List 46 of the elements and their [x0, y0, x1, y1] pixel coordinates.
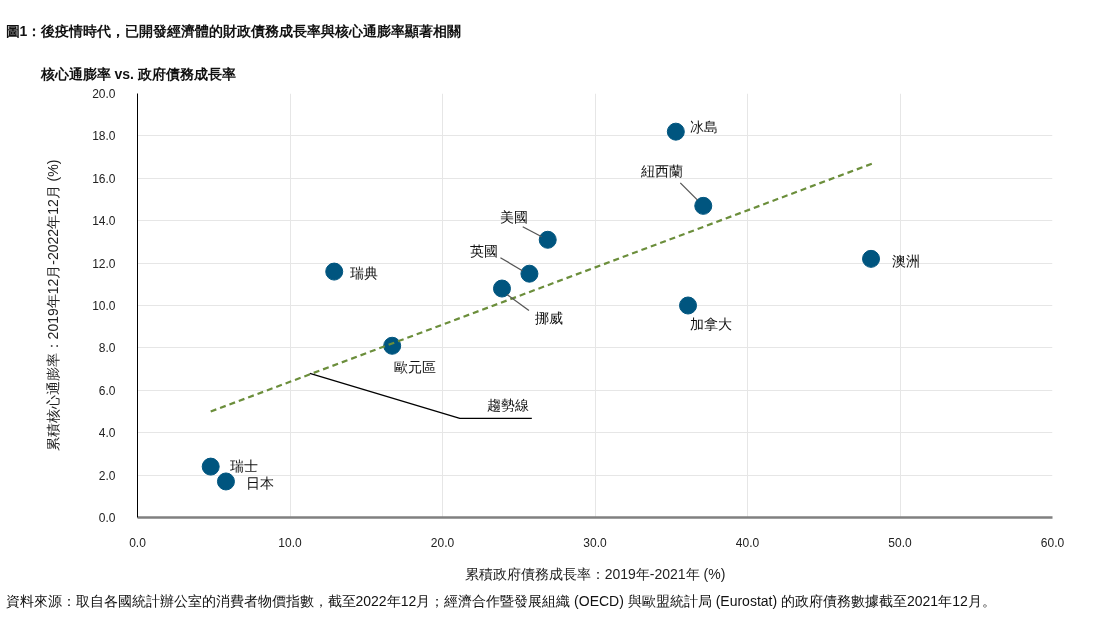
annotation: 日本	[245, 475, 274, 492]
annotation: 瑞士	[229, 457, 258, 474]
annotation: 英國	[470, 242, 499, 259]
annotation: 趨勢線	[486, 397, 529, 414]
x-tick-label: 50.0	[888, 535, 912, 550]
point	[694, 196, 713, 215]
annotation: 歐元區	[394, 358, 437, 375]
y-tick-label: 2.0	[98, 468, 116, 483]
annotation: 冰島	[689, 118, 718, 135]
y-tick-label: 6.0	[98, 383, 116, 398]
annotation: 挪威	[534, 309, 563, 326]
point	[325, 262, 344, 281]
point	[520, 264, 539, 283]
source-note: 資料來源：取自各國統計辦公室的消費者物價指數，截至2022年12月；經濟合作暨發展組織 (OECD) 與歐盟統計局 (Eurostat) 的政府債務數據截至2021年12月。	[5, 592, 996, 609]
y-axis-title: 累積核心通膨率：2019年12月-2022年12月 (%)	[45, 159, 62, 452]
x-tick-label: 0.0	[129, 535, 147, 550]
point	[862, 249, 881, 268]
y-tick-label: 4.0	[98, 426, 116, 441]
x-axis-title: 累積政府債務成長率：2019年-2021年 (%)	[464, 565, 726, 582]
x-tick-label: 20.0	[430, 535, 455, 550]
point	[666, 122, 685, 141]
y-tick-label: 16.0	[92, 171, 116, 186]
y-tick-label: 18.0	[92, 129, 116, 144]
chart-subtitle: 核心通膨率 vs. 政府債務成長率	[39, 65, 236, 82]
annotation: 瑞典	[350, 264, 379, 281]
y-tick-label: 10.0	[92, 299, 116, 313]
x-tick-label: 10.0	[278, 535, 302, 550]
point	[383, 336, 402, 355]
point	[216, 472, 235, 491]
point	[679, 296, 698, 315]
y-tick-label: 0.0	[98, 511, 116, 525]
y-tick-label: 8.0	[98, 341, 116, 356]
chart-title: 圖1：後疫情時代，已開發經濟體的財政債務成長率與核心通膨率顯著相關	[5, 22, 462, 39]
y-tick-label: 12.0	[92, 256, 116, 271]
annotation: 美國	[499, 208, 528, 225]
annotation: 澳洲	[892, 252, 921, 269]
y-tick-label: 20.0	[92, 87, 116, 101]
point	[492, 279, 511, 298]
x-tick-label: 40.0	[735, 535, 760, 550]
x-tick-label: 60.0	[1040, 535, 1065, 550]
y-tick-label: 14.0	[92, 214, 116, 229]
point	[201, 457, 220, 476]
x-tick-label: 30.0	[583, 535, 607, 550]
annotation: 紐西蘭	[640, 162, 684, 179]
annotation: 加拿大	[690, 315, 733, 332]
point	[538, 230, 557, 249]
